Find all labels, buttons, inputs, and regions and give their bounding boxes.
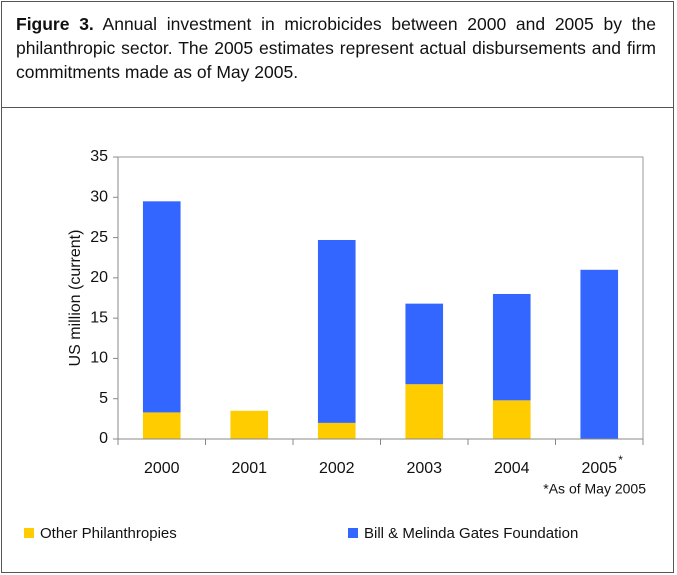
bar-segment xyxy=(492,293,531,401)
y-tick-label: 35 xyxy=(90,148,108,165)
bar-segment xyxy=(405,303,444,385)
footnote: *As of May 2005 xyxy=(543,481,646,497)
legend-swatch xyxy=(24,528,34,538)
y-tick-label: 25 xyxy=(90,229,108,246)
bar-segment xyxy=(317,239,356,423)
x-tick-label: 2003 xyxy=(406,460,442,477)
caption: Annual investment in microbicides betwee… xyxy=(16,14,656,82)
y-tick-label: 15 xyxy=(90,309,108,326)
bar-segment xyxy=(580,269,619,439)
x-tick-label: 2002 xyxy=(319,460,355,477)
caption-label: Figure 3. xyxy=(16,14,94,34)
bar-segment xyxy=(492,400,531,439)
y-tick-label: 30 xyxy=(90,189,108,206)
x-tick-label: 2004 xyxy=(494,460,530,477)
bar-segment xyxy=(142,201,181,413)
legend-label: Bill & Melinda Gates Foundation xyxy=(364,525,578,542)
y-tick-label: 20 xyxy=(90,269,108,286)
x-tick-label: 2000 xyxy=(144,460,180,477)
bar-segment xyxy=(317,422,356,439)
category-marker: * xyxy=(618,453,623,467)
bar-segment xyxy=(142,412,181,439)
plot-area xyxy=(117,156,644,440)
y-tick-label: 0 xyxy=(99,430,108,447)
y-axis-label: US million (current) xyxy=(67,230,84,367)
caption-divider xyxy=(1,107,674,108)
bar-segment xyxy=(230,410,269,439)
y-tick-label: 5 xyxy=(99,390,108,407)
x-tick-label: 2005 xyxy=(581,460,617,477)
bar-segment xyxy=(405,384,444,439)
legend-label: Other Philanthropies xyxy=(40,525,177,542)
x-tick-label: 2001 xyxy=(231,460,267,477)
legend-swatch xyxy=(348,528,358,538)
caption-block: Figure 3. Annual investment in microbici… xyxy=(16,12,656,84)
y-tick-label: 10 xyxy=(90,350,108,367)
